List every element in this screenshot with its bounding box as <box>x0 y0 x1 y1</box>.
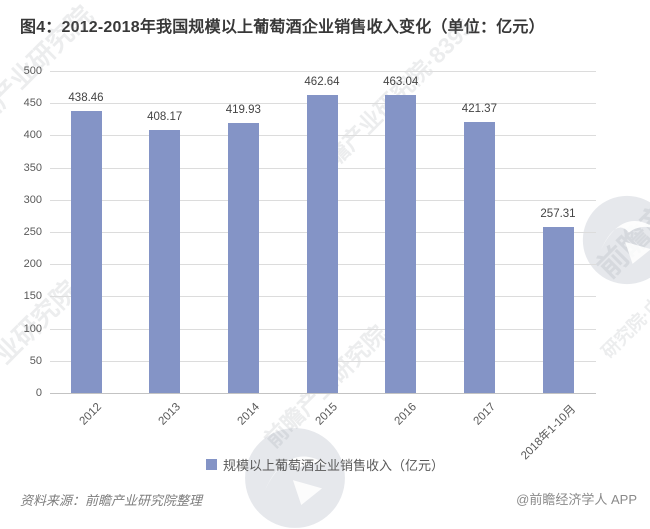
brand-watermark-text: 前瞻产业 <box>591 176 650 285</box>
app-credit: @前瞻经济学人 APP <box>516 492 637 507</box>
x-axis-label: 2015 <box>313 401 341 428</box>
gridline <box>50 393 596 394</box>
bar <box>70 110 102 393</box>
legend-marker-icon <box>205 459 217 470</box>
bar-value-label: 257.31 <box>540 208 576 221</box>
bar <box>227 122 259 393</box>
y-axis-label: 100 <box>23 323 42 335</box>
y-axis-label: 450 <box>23 97 42 109</box>
bar-value-label: 408.17 <box>147 111 183 124</box>
chart-title: 图4：2012-2018年我国规模以上葡萄酒企业销售收入变化（单位：亿元） <box>20 19 545 36</box>
x-axis-label: 2012 <box>77 401 105 428</box>
bar <box>463 121 495 393</box>
bar <box>542 227 574 393</box>
bar-value-label: 463.04 <box>383 75 419 88</box>
bar <box>306 95 338 393</box>
bar <box>385 94 417 393</box>
bar-value-label: 419.93 <box>225 103 261 116</box>
bar-value-label: 421.37 <box>461 102 497 115</box>
brand-watermark-logo-icon <box>243 426 347 529</box>
y-axis-label: 150 <box>23 290 42 302</box>
legend-label: 规模以上葡萄酒企业销售收入（亿元） <box>222 458 444 473</box>
x-axis-label: 2014 <box>235 401 262 428</box>
y-axis-label: 50 <box>29 355 42 367</box>
gridline <box>50 71 596 72</box>
bar <box>149 130 181 393</box>
y-axis-label: 200 <box>23 258 42 270</box>
x-axis-label: 2017 <box>471 401 498 428</box>
bar-value-label: 438.46 <box>68 91 104 104</box>
x-axis-label: 2016 <box>392 401 420 428</box>
brand-watermark-text: 研究院·中国 <box>597 279 650 362</box>
legend: 规模以上葡萄酒企业销售收入（亿元） <box>0 455 650 474</box>
y-axis-label: 400 <box>23 129 42 141</box>
x-axis-label: 2013 <box>156 401 184 428</box>
y-axis-label: 500 <box>23 65 42 77</box>
y-axis-label: 0 <box>35 387 42 399</box>
bar-value-label: 462.64 <box>304 76 340 89</box>
source-note: 资料来源：前瞻产业研究院整理 <box>20 493 203 508</box>
y-axis-label: 300 <box>23 194 42 206</box>
y-axis-label: 350 <box>23 162 42 174</box>
x-axis-label: 2018年1-10月 <box>519 403 579 463</box>
y-axis-label: 250 <box>23 226 42 238</box>
